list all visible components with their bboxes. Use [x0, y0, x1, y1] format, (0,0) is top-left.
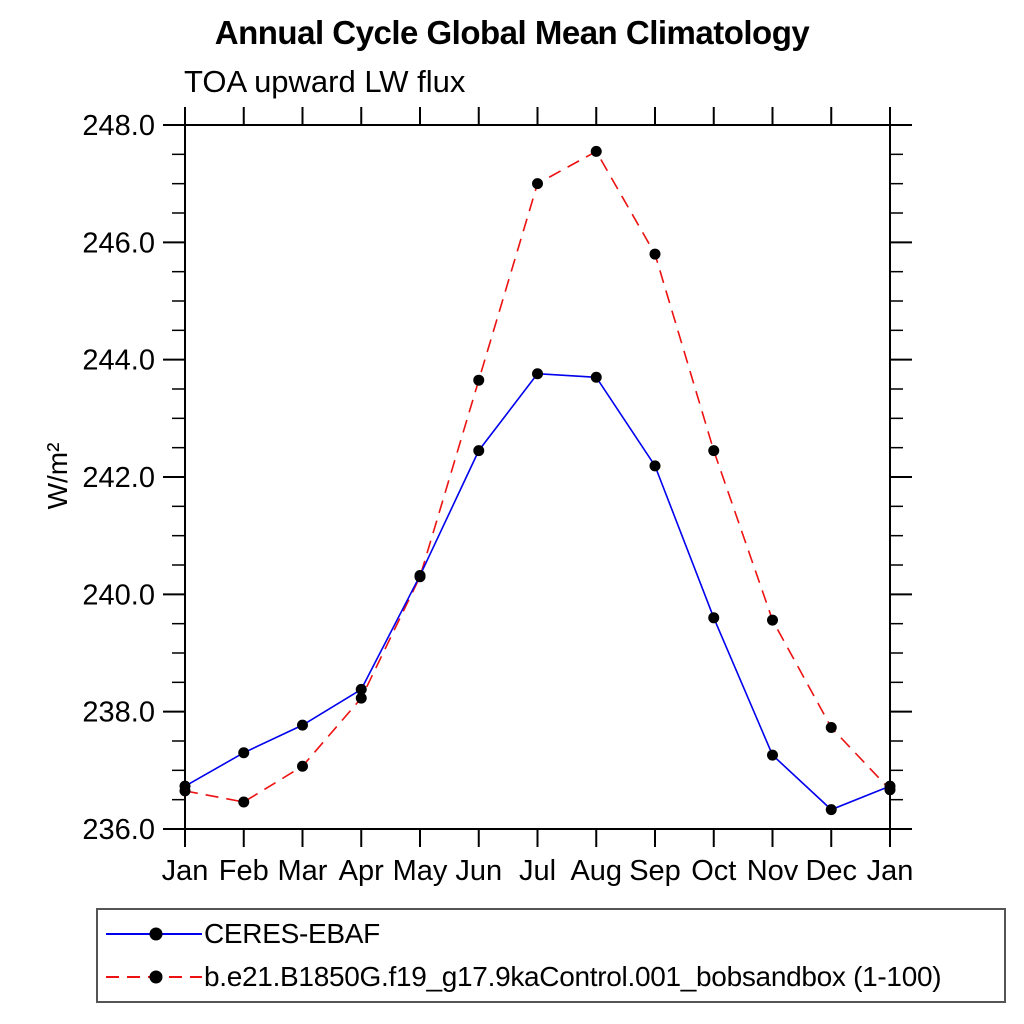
legend-sample-dashed-line [106, 970, 202, 984]
x-tick-label: Dec [805, 855, 857, 887]
data-point-marker-series-1 [179, 785, 191, 797]
x-tick-label: Sep [629, 855, 681, 887]
data-point-marker-series-1 [708, 445, 720, 457]
data-point-marker-series-1 [355, 692, 367, 704]
data-point-marker-series-0 [767, 749, 778, 761]
series-line-0 [184, 372, 891, 811]
chart-subtitle: TOA upward LW flux [184, 64, 466, 99]
legend-item-model-run: b.e21.B1850G.f19_g17.9kaControl.001_bobs… [98, 956, 1004, 999]
legend-sample-solid-line [106, 927, 202, 941]
data-point-marker-series-0 [590, 371, 602, 383]
x-tick-label: Jul [519, 855, 556, 887]
x-tick-label: Aug [570, 855, 622, 887]
x-tick-label: May [393, 855, 448, 887]
x-tick-label: Oct [691, 855, 736, 887]
x-tick-label: Nov [747, 855, 799, 887]
y-tick-label: 236.0 [82, 814, 155, 846]
plot-frame [184, 124, 891, 830]
x-tick-label: Jan [162, 855, 209, 887]
plot-area: Jan Feb Mar Apr May Jun Jul Aug Sep Oct Nov Dec Jan2… [82, 107, 914, 887]
y-tick-label: 238.0 [82, 697, 155, 729]
series-line-1 [184, 150, 891, 803]
data-point-marker-series-1 [414, 571, 426, 583]
x-tick-label: Jan [867, 855, 914, 887]
data-point-marker-series-1 [590, 145, 602, 157]
data-point-marker-series-0 [355, 683, 367, 695]
data-point-marker-series-0 [238, 747, 250, 759]
chart-title: Annual Cycle Global Mean Climatology [214, 14, 810, 51]
data-point-marker-series-0 [825, 804, 837, 816]
x-tick-label: Feb [219, 855, 269, 887]
data-point-marker-series-1 [767, 614, 778, 626]
x-tick-label: Apr [339, 855, 384, 887]
legend-marker-dot [149, 970, 163, 984]
data-point-marker-series-1 [532, 178, 543, 190]
data-point-marker-series-1 [238, 796, 250, 808]
data-point-marker-series-1 [297, 760, 308, 772]
data-point-marker-series-1 [473, 374, 485, 386]
data-point-marker-series-1 [649, 248, 661, 260]
x-tick-label: Jun [455, 855, 502, 887]
legend-label-ceres-ebaf: CERES-EBAF [204, 918, 380, 949]
y-tick-label: 240.0 [82, 579, 155, 611]
data-point-marker-series-0 [649, 460, 661, 472]
data-point-marker-series-1 [825, 722, 837, 734]
y-tick-label: 244.0 [82, 345, 155, 377]
data-point-marker-series-0 [297, 719, 308, 731]
y-tick-label: 248.0 [82, 110, 155, 142]
x-tick-label: Mar [278, 855, 328, 887]
data-point-marker-series-1 [884, 784, 896, 796]
legend-item-ceres-ebaf: CERES-EBAF [98, 913, 1004, 956]
y-tick-label: 246.0 [82, 227, 155, 259]
data-point-marker-series-0 [708, 612, 720, 624]
legend-box: CERES-EBAF b.e21.B1850G.f19_g17.9kaContr… [96, 908, 1006, 1003]
data-point-marker-series-0 [532, 368, 543, 380]
legend-label-model-run: b.e21.B1850G.f19_g17.9kaControl.001_bobs… [204, 961, 942, 992]
data-point-marker-series-0 [473, 445, 485, 457]
legend-marker-dot [149, 927, 163, 941]
y-tick-label: 242.0 [82, 462, 155, 494]
